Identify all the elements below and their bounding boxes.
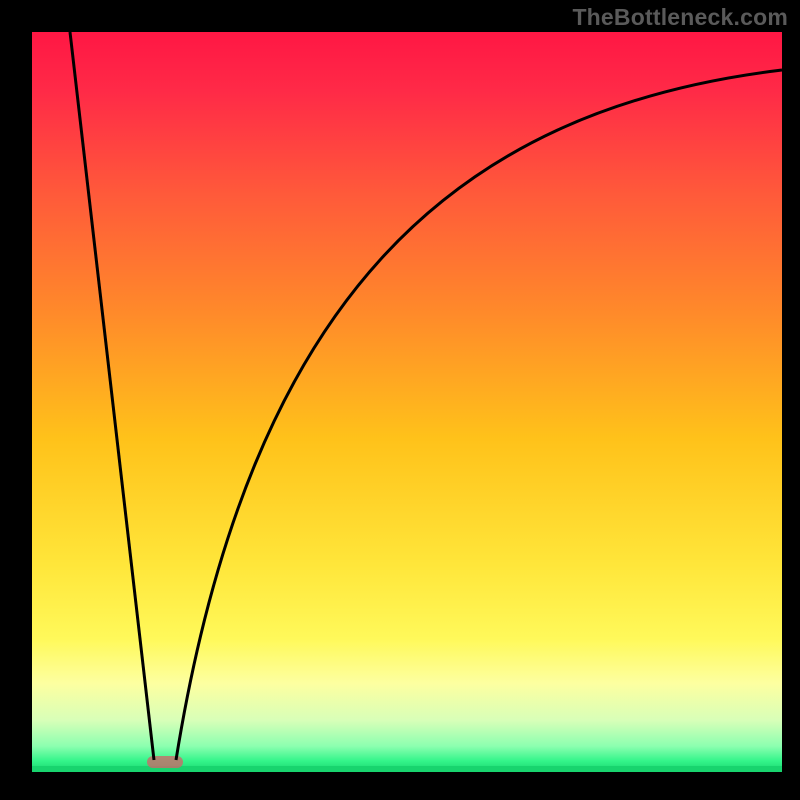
baseline-band	[32, 766, 782, 772]
gradient-background	[32, 32, 782, 772]
chart-canvas: TheBottleneck.com	[0, 0, 800, 800]
watermark-text: TheBottleneck.com	[572, 4, 788, 31]
chart-svg	[0, 0, 800, 800]
